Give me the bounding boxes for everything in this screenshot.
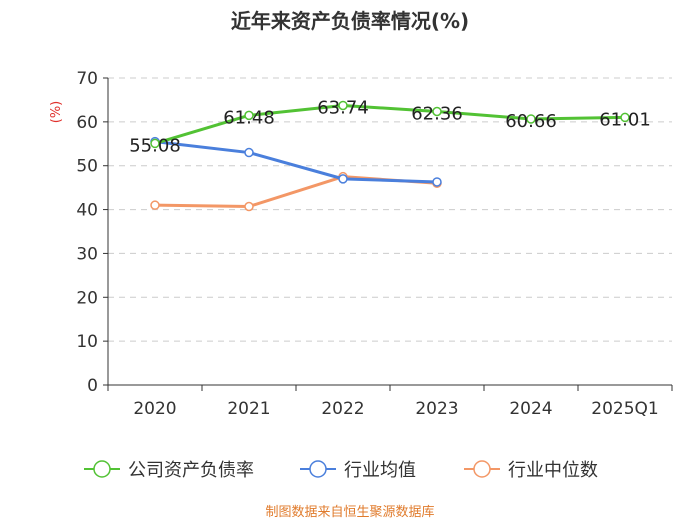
y-tick-label: 0 [87,376,98,396]
y-tick-label: 40 [76,201,98,221]
y-tick-label: 10 [76,332,98,352]
data-label: 60.66 [505,111,557,132]
x-tick-label: 2025Q1 [591,399,658,419]
x-tick-label: 2023 [415,399,458,419]
data-point [244,147,254,158]
y-tick-label: 70 [76,69,98,89]
legend-marker [309,460,327,478]
legend-marker [93,460,111,478]
series-line [154,103,626,145]
series-line [154,140,438,184]
chart-title: 近年来资产负债率情况(%) [231,9,469,33]
x-tick-label: 2024 [509,399,552,419]
x-tick-label: 2021 [227,399,270,419]
data-point [432,177,442,187]
data-point [338,174,348,184]
grid-lines [108,77,672,342]
y-tick-label: 50 [76,157,98,177]
legend-label: 公司资产负债率 [128,460,254,481]
data-label: 63.74 [317,97,369,118]
source-note: 制图数据来自恒生聚源数据库 [265,504,434,520]
data-label: 62.36 [411,104,463,125]
data-point [526,114,536,124]
data-point [432,106,442,117]
data-point [244,110,254,121]
data-labels: 55.08 61.48 63.74 62.36 60.66 61.01 [129,97,651,156]
legend-label: 行业均值 [344,460,416,481]
data-point [150,138,160,149]
data-label: 61.48 [223,107,275,128]
series-lines [150,100,630,212]
y-tick-label: 20 [76,288,98,308]
data-point [244,201,254,212]
y-tick-label: 30 [76,244,98,264]
legend-label: 行业中位数 [508,460,598,481]
legend: 公司资产负债率 行业均值 行业中位数 [84,460,598,481]
x-tick-label: 2022 [321,399,364,419]
data-point [150,200,160,210]
data-label: 55.08 [129,135,181,156]
axes: 0 10 20 30 40 50 60 70 2020 2021 2022 2023 2024 2025Q… [76,69,673,419]
data-label: 61.01 [599,109,651,130]
data-point [338,100,348,111]
data-point [620,112,630,123]
y-axis-label: (%) [49,101,64,124]
legend-marker [473,460,491,478]
y-tick-label: 60 [76,113,98,133]
x-tick-label: 2020 [133,399,176,419]
